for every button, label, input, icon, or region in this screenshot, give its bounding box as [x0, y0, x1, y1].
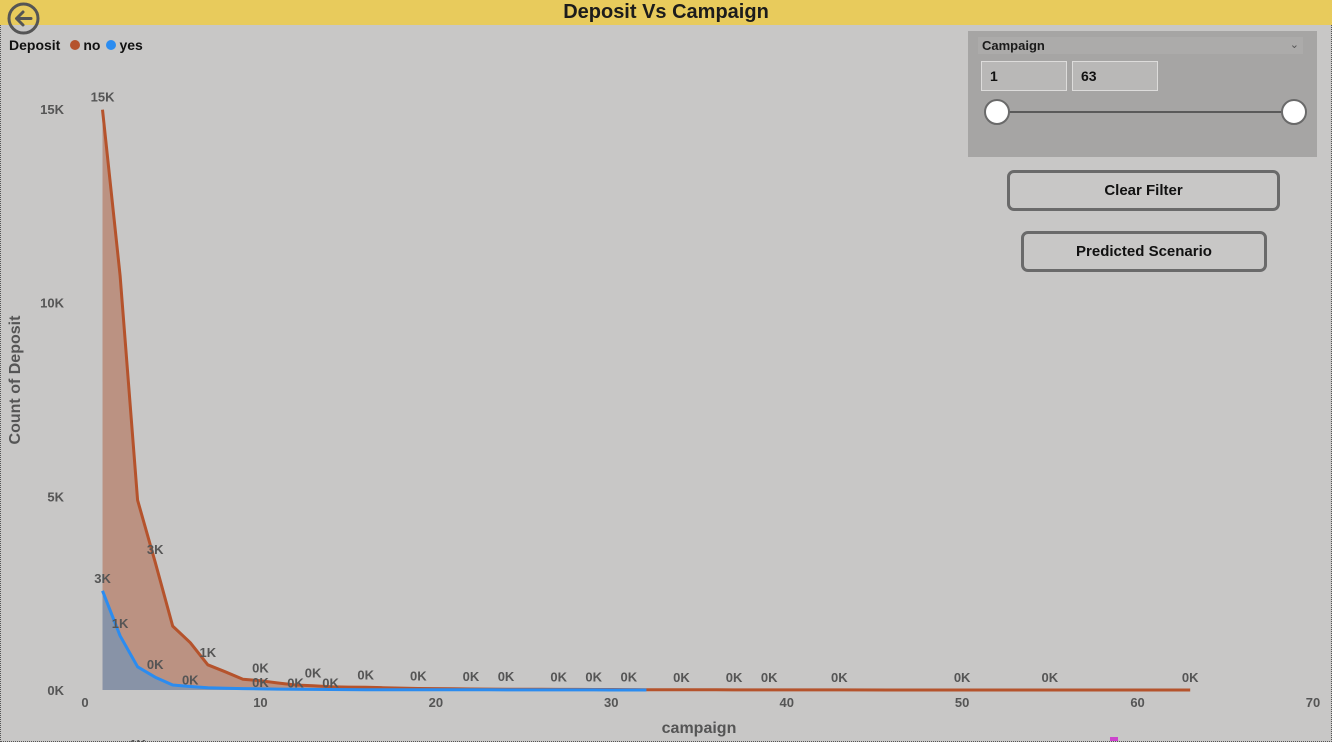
data-label-no: 0K: [498, 669, 515, 684]
line-yes: [101, 590, 647, 692]
data-label-no: 0K: [1042, 670, 1059, 685]
data-label-yes: 0K: [287, 675, 304, 690]
data-label-no: 0K: [621, 670, 638, 685]
y-tick-label: 5K: [47, 489, 64, 504]
data-label-no: 0K: [1182, 670, 1199, 685]
data-label-no: 3K: [147, 542, 164, 557]
data-label-yes: 3K: [94, 571, 111, 586]
x-tick-label: 60: [1130, 695, 1144, 710]
legend-item-yes[interactable]: yes: [104, 37, 143, 53]
legend-swatch-yes: [106, 40, 117, 50]
legend-swatch-no: [70, 40, 81, 50]
data-label-no: 0K: [673, 670, 690, 685]
x-tick-label: 20: [429, 695, 443, 710]
x-tick-label: 30: [604, 695, 618, 710]
data-label-no: 0K: [726, 670, 743, 685]
data-label-yes: 0K: [182, 673, 199, 688]
slicer-title: Campaign: [982, 38, 1045, 53]
legend: Deposit no yes: [9, 37, 143, 53]
slicer-header[interactable]: Campaign ⌄: [978, 37, 1303, 54]
data-label-no: 0K: [550, 669, 567, 684]
predicted-scenario-button[interactable]: Predicted Scenario: [1021, 231, 1267, 272]
legend-item-no[interactable]: no: [64, 37, 100, 53]
chevron-down-icon[interactable]: ⌄: [1289, 39, 1299, 51]
legend-title: Deposit: [9, 37, 61, 53]
data-label-no: 1K: [199, 645, 216, 660]
data-label-no: 0K: [410, 668, 427, 683]
y-tick-label: 15K: [40, 102, 64, 117]
slider-max-handle[interactable]: [1281, 99, 1307, 125]
y-tick-label: 0K: [47, 683, 64, 698]
campaign-slicer: Campaign ⌄ 1 63: [968, 31, 1317, 157]
page-title: Deposit Vs Campaign: [563, 1, 769, 23]
x-axis-title: campaign: [662, 720, 737, 737]
slicer-max-input[interactable]: 63: [1072, 61, 1158, 91]
x-tick-label: 50: [955, 695, 969, 710]
resize-marker: [1110, 737, 1118, 741]
data-label-yes: 0K: [322, 676, 339, 691]
data-label-no: 0K: [831, 670, 848, 685]
data-label-no: 0K: [305, 666, 322, 681]
x-tick-label: 70: [1306, 695, 1320, 710]
data-label-no: 0K: [252, 661, 269, 676]
data-label-yes: 1K: [129, 737, 146, 742]
slicer-min-input[interactable]: 1: [981, 61, 1067, 91]
clear-filter-button[interactable]: Clear Filter: [1007, 170, 1280, 211]
data-label-yes: 0K: [147, 657, 164, 672]
data-label-yes: 1K: [112, 616, 129, 631]
x-tick-label: 0: [81, 695, 88, 710]
back-arrow-icon[interactable]: [7, 2, 40, 35]
data-label-no: 15K: [91, 90, 115, 105]
slider-track[interactable]: [997, 111, 1294, 113]
x-tick-label: 40: [779, 695, 793, 710]
y-tick-label: 10K: [40, 296, 64, 311]
area-yes: [102, 590, 647, 690]
slider-min-handle[interactable]: [984, 99, 1010, 125]
legend-label-no: no: [83, 37, 101, 53]
data-label-no: 0K: [761, 670, 778, 685]
legend-label-yes: yes: [119, 37, 143, 53]
y-axis-title: Count of Deposit: [7, 315, 24, 445]
data-label-no: 0K: [357, 667, 374, 682]
x-tick-label: 10: [253, 695, 267, 710]
data-label-no: 0K: [463, 669, 480, 684]
data-label-no: 0K: [585, 669, 602, 684]
title-bar: Deposit Vs Campaign: [0, 0, 1332, 25]
data-label-no: 0K: [954, 670, 971, 685]
data-label-yes: 0K: [252, 675, 269, 690]
